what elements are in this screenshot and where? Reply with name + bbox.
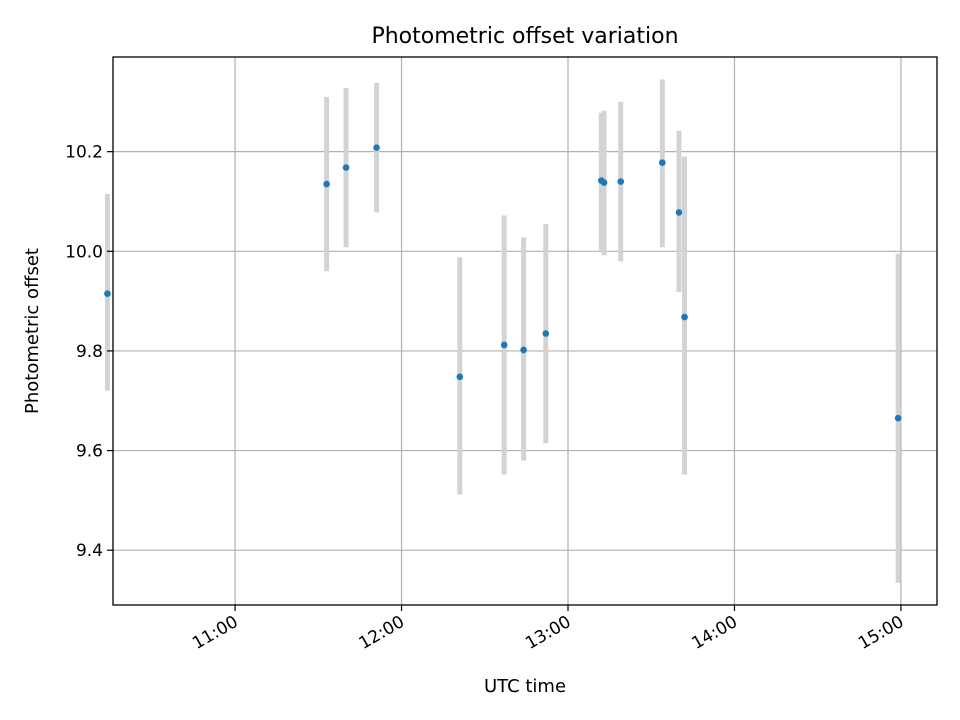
chart-title: Photometric offset variation [371,24,678,49]
y-tick-label: 9.8 [76,342,103,362]
data-point [520,346,527,354]
data-point [617,178,625,185]
x-axis-label: UTC time [484,676,566,697]
data-point [104,290,111,297]
data-point [659,159,666,166]
data-points [104,144,902,422]
y-tick-label: 9.4 [76,541,103,561]
plot-frame [112,56,938,606]
data-point [500,341,508,349]
data-point [600,179,608,186]
data-point [323,180,330,188]
y-tick-label: 10.0 [65,242,103,262]
data-point [373,144,380,151]
data-point [542,330,550,337]
y-axis-label: Photometric offset [22,248,43,414]
y-tick-label: 10.2 [65,143,103,163]
data-point [342,164,350,171]
data-point [456,373,464,381]
data-point [681,313,688,321]
y-tick-label: 9.6 [76,442,103,462]
data-point [894,414,902,422]
data-point [675,209,683,216]
y-axis-ticks: 9.4 9.6 9.8 10.0 10.2 [65,143,113,561]
